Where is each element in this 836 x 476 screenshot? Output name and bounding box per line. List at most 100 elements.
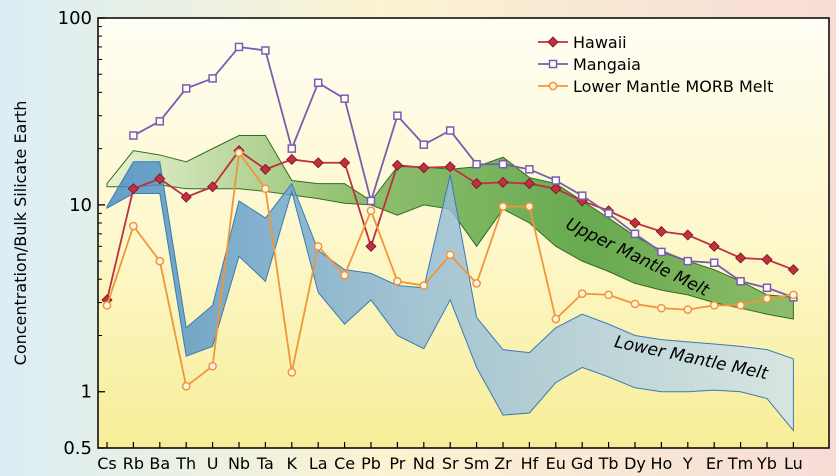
data-point	[761, 253, 773, 266]
data-point	[180, 191, 192, 203]
data-point	[129, 221, 138, 231]
x-tick-label: Hf	[521, 454, 539, 473]
x-tick-label: Sm	[464, 454, 490, 473]
data-point	[736, 277, 745, 286]
data-point	[259, 163, 271, 175]
data-point	[391, 159, 403, 171]
x-axis: Cs Rb Ba Th U Nb Ta K La Ce Pb Pr Nd Sr Sm Zr Hf Eu Gd Tb Dy…	[97, 442, 803, 473]
x-tick-label: La	[309, 454, 328, 473]
data-point	[340, 94, 349, 103]
data-point	[657, 247, 666, 257]
data-point	[655, 225, 667, 238]
data-point	[708, 240, 720, 252]
data-point	[208, 74, 217, 83]
data-point	[657, 303, 666, 313]
legend-entry: Hawaii	[573, 33, 627, 52]
legend-entry: Mangaia	[573, 55, 641, 74]
data-point	[207, 181, 219, 193]
x-tick-label: Pb	[361, 454, 381, 473]
x-tick-label: Gd	[571, 454, 594, 473]
data-point	[498, 159, 508, 169]
x-tick-label: Cs	[97, 454, 117, 473]
data-point	[683, 256, 693, 266]
data-point	[393, 111, 402, 120]
data-point	[366, 206, 376, 216]
data-point	[155, 117, 165, 126]
y-tick-label: 10	[69, 195, 92, 216]
legend-marker	[548, 59, 558, 69]
data-point	[393, 276, 402, 286]
legend: Hawaii Mangaia Lower Mantle MORB Melt	[538, 33, 773, 96]
data-point	[630, 229, 640, 239]
y-tick-label: 0.5	[63, 438, 92, 459]
data-point	[525, 202, 534, 211]
data-point	[234, 42, 244, 52]
data-point	[366, 196, 376, 206]
data-point	[444, 161, 456, 173]
data-point	[762, 283, 772, 293]
legend-marker	[547, 36, 559, 48]
x-tick-label: Th	[175, 454, 196, 473]
data-point	[683, 305, 693, 314]
x-tick-label: Sr	[442, 454, 459, 473]
y-axis: 100 10 1 0.5	[58, 8, 105, 459]
x-tick-label: Lu	[784, 454, 803, 473]
x-tick-label: Y	[682, 454, 693, 473]
x-tick-label: Nb	[228, 454, 250, 473]
series-hawaii	[101, 145, 799, 306]
data-point	[472, 279, 481, 288]
band-upper-mantle-melt	[106, 135, 794, 320]
data-point	[287, 144, 297, 153]
series-line	[132, 45, 794, 299]
data-point	[787, 264, 799, 276]
data-point	[551, 314, 561, 324]
data-point	[339, 157, 351, 169]
data-point	[181, 381, 191, 391]
x-tick-label: Yb	[756, 454, 777, 473]
series-lower-mantle-morb-melt	[102, 148, 798, 391]
data-point	[523, 178, 535, 190]
data-point	[551, 176, 561, 185]
data-point	[127, 183, 139, 195]
x-tick-label: Ba	[149, 454, 170, 473]
x-tick-label: Eu	[546, 454, 566, 473]
data-point	[550, 183, 562, 195]
data-point	[709, 300, 719, 310]
data-point	[286, 153, 298, 166]
data-point	[312, 157, 324, 169]
data-point	[365, 240, 377, 252]
x-tick-label: Pr	[389, 454, 405, 473]
x-tick-label: Tb	[598, 454, 619, 473]
data-point	[419, 281, 429, 290]
data-point	[604, 209, 613, 218]
data-point	[445, 250, 455, 260]
data-point	[340, 270, 349, 280]
data-point	[629, 217, 641, 229]
data-point	[762, 294, 772, 303]
legend-marker	[548, 81, 558, 91]
data-point	[789, 290, 798, 300]
data-point	[102, 300, 112, 310]
y-tick-label: 1	[81, 382, 92, 403]
data-point	[261, 184, 270, 194]
data-point	[208, 361, 217, 371]
x-tick-label: U	[207, 454, 219, 473]
data-point	[234, 148, 244, 158]
data-point	[682, 229, 694, 241]
y-tick-label: 100	[58, 8, 92, 29]
data-point	[736, 300, 745, 310]
data-point	[497, 176, 509, 188]
x-tick-label: Er	[706, 454, 723, 473]
data-point	[630, 299, 640, 309]
data-point	[472, 159, 481, 169]
x-tick-label: Ta	[256, 454, 274, 473]
data-point	[525, 165, 534, 174]
data-point	[419, 140, 429, 149]
data-point	[498, 202, 508, 211]
data-point	[709, 258, 719, 268]
data-point	[155, 256, 165, 266]
data-point	[418, 162, 430, 174]
data-series	[101, 42, 799, 391]
data-point	[129, 131, 138, 140]
x-tick-label: Ho	[650, 454, 672, 473]
